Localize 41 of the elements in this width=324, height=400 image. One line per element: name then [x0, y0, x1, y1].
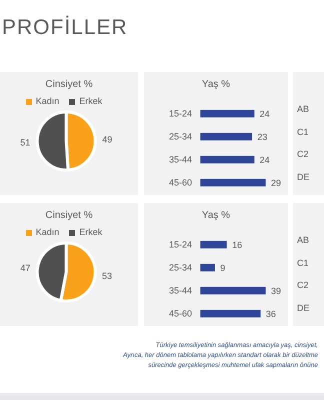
chart-subtitle: Cinsiyet %	[44, 210, 94, 221]
category-label: C1	[297, 258, 309, 268]
bar	[200, 240, 228, 249]
legend-label: Kadın	[36, 227, 60, 237]
chart-title: PROFİLLER	[2, 16, 128, 40]
y-tick-label: 45-60	[168, 178, 192, 188]
data-label: 16	[232, 240, 242, 250]
legend-label: Erkek	[79, 227, 102, 237]
chart-subtitle: Yaş %	[200, 210, 232, 221]
category-label: DE	[297, 302, 310, 314]
category-label: AB	[297, 235, 310, 246]
category-label: C2	[297, 149, 309, 160]
category-label: DE	[297, 172, 310, 182]
bar	[200, 286, 266, 295]
y-tick-label: 25-34	[168, 262, 192, 273]
y-tick-label: 35-44	[168, 286, 192, 296]
data-label: 47	[20, 263, 30, 274]
data-label: 24	[260, 108, 270, 119]
y-tick-label: 15-24	[168, 108, 192, 119]
data-label: 9	[220, 262, 226, 273]
data-label: 39	[271, 286, 282, 296]
category-label: C2	[297, 280, 309, 291]
data-label: 49	[102, 134, 112, 145]
legend-label: Kadın	[36, 96, 60, 106]
legend-label: Erkek	[79, 96, 102, 106]
y-tick-label: 25-34	[168, 132, 192, 142]
data-label: 24	[260, 154, 270, 165]
chart-subtitle: Yaş %	[200, 79, 232, 90]
data-label: 36	[266, 308, 276, 319]
data-label: 23	[257, 132, 268, 142]
bar	[200, 309, 262, 318]
data-label: 29	[271, 178, 282, 188]
data-label: 51	[20, 137, 30, 148]
bar	[200, 263, 216, 272]
data-label: 53	[102, 270, 112, 281]
y-tick-label: 15-24	[168, 240, 192, 250]
category-label: C1	[297, 126, 309, 138]
y-tick-label: 35-44	[168, 154, 192, 165]
y-tick-label: 45-60	[168, 308, 192, 319]
category-label: AB	[297, 104, 310, 115]
chart-subtitle: Cinsiyet %	[44, 79, 94, 90]
